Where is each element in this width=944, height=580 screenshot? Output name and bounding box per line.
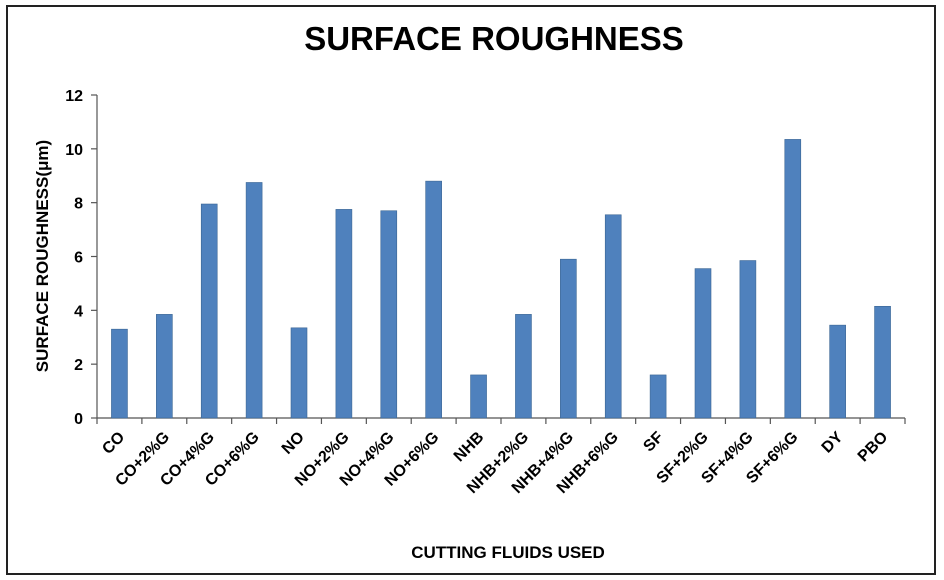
chart-frame [6,5,936,575]
bar [245,182,263,419]
bar [515,314,532,419]
bar [604,214,622,419]
bar [156,314,173,419]
y-tick-label: 0 [74,411,83,428]
x-axis-label: CUTTING FLUIDS USED [411,543,605,562]
y-ticks: 0 2 4 6 8 10 12 [65,88,97,428]
y-tick-label: 12 [65,88,83,105]
y-tick-label: 8 [74,196,83,213]
bar [111,328,128,419]
x-tick-label: NHB [451,429,488,466]
y-axis-label: SURFACE ROUGHNESS(μm) [33,140,52,372]
bar [425,180,442,419]
bar [335,209,353,419]
axes [96,95,905,419]
x-tick-label: DY [819,429,847,457]
y-tick-label: 4 [74,303,83,320]
bar [784,139,802,419]
bar [470,374,487,419]
x-tick-label: NO [279,429,308,458]
y-tick-label: 2 [74,357,83,374]
x-tick-label: SF [640,429,667,456]
bar [200,203,218,419]
bar [739,260,757,419]
bar [694,268,712,419]
bar [380,210,398,419]
bar [829,324,846,419]
x-tick-label: CO [99,429,128,458]
bar [649,374,667,419]
bar [874,305,891,419]
y-tick-label: 6 [74,250,83,267]
bar [290,327,308,419]
x-tick-label: PBO [855,429,892,466]
y-tick-label: 10 [65,142,83,159]
bar [560,258,577,419]
bars [111,139,891,419]
chart-title: SURFACE ROUGHNESS [304,20,684,57]
